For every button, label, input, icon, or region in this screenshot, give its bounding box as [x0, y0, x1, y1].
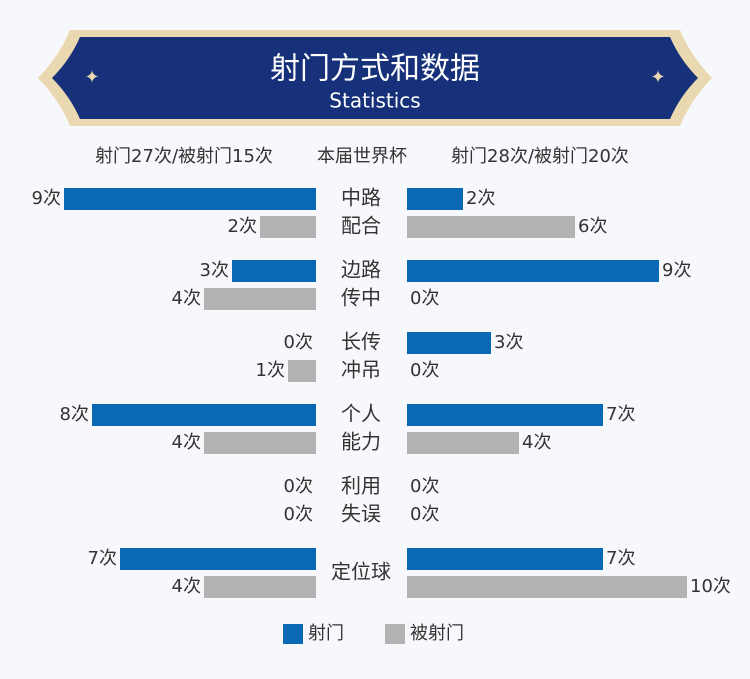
category-label: 中路 — [341, 186, 381, 210]
value-label: 7次 — [606, 404, 635, 425]
bar — [232, 260, 316, 282]
value-label: 4次 — [172, 288, 201, 309]
category-label: 定位球 — [331, 560, 391, 584]
value-label: 7次 — [88, 548, 117, 569]
bar — [204, 288, 316, 310]
bar — [407, 404, 603, 426]
chart-subtitle: Statistics — [329, 89, 420, 113]
bar — [407, 548, 603, 570]
legend-label: 被射门 — [410, 623, 464, 644]
value-label: 0次 — [410, 288, 439, 309]
value-label: 0次 — [410, 360, 439, 381]
center-header: 本届世界杯 — [317, 146, 407, 167]
value-label: 9次 — [662, 260, 691, 281]
value-label: 0次 — [284, 504, 313, 525]
category-label: 长传 — [341, 330, 381, 354]
value-label: 0次 — [284, 476, 313, 497]
value-label: 4次 — [522, 432, 551, 453]
value-label: 4次 — [172, 576, 201, 597]
bar — [407, 332, 491, 354]
value-label: 3次 — [200, 260, 229, 281]
value-label: 8次 — [60, 404, 89, 425]
category-label: 失误 — [341, 502, 381, 526]
bar — [288, 360, 316, 382]
category-label: 个人 — [341, 402, 381, 426]
chart-title: 射门方式和数据 — [270, 52, 480, 87]
bar — [260, 216, 316, 238]
category-label: 利用 — [341, 474, 381, 498]
bar — [407, 216, 575, 238]
value-label: 0次 — [284, 332, 313, 353]
bar — [64, 188, 316, 210]
value-label: 6次 — [578, 216, 607, 237]
value-label: 2次 — [228, 216, 257, 237]
value-label: 3次 — [494, 332, 523, 353]
legend-label: 射门 — [308, 623, 344, 644]
bar — [407, 432, 519, 454]
bar — [120, 548, 316, 570]
bar — [92, 404, 316, 426]
category-label: 冲吊 — [341, 358, 381, 382]
value-label: 0次 — [410, 476, 439, 497]
right-header: 射门28次/被射门20次 — [451, 146, 629, 167]
value-label: 9次 — [32, 188, 61, 209]
legend-swatch — [385, 624, 405, 644]
category-label: 边路 — [341, 258, 381, 282]
left-header: 射门27次/被射门15次 — [95, 146, 273, 167]
category-label: 配合 — [341, 214, 381, 238]
bar — [204, 576, 316, 598]
value-label: 10次 — [690, 576, 731, 597]
legend-swatch — [283, 624, 303, 644]
bar — [407, 188, 463, 210]
value-label: 2次 — [466, 188, 495, 209]
bar — [204, 432, 316, 454]
value-label: 7次 — [606, 548, 635, 569]
category-label: 传中 — [341, 286, 381, 310]
value-label: 0次 — [410, 504, 439, 525]
bar — [407, 576, 687, 598]
ornament: ✦ — [650, 67, 665, 88]
ornament: ✦ — [84, 67, 99, 88]
bar — [407, 260, 659, 282]
value-label: 4次 — [172, 432, 201, 453]
value-label: 1次 — [256, 360, 285, 381]
banner — [52, 37, 698, 119]
category-label: 能力 — [341, 430, 381, 454]
